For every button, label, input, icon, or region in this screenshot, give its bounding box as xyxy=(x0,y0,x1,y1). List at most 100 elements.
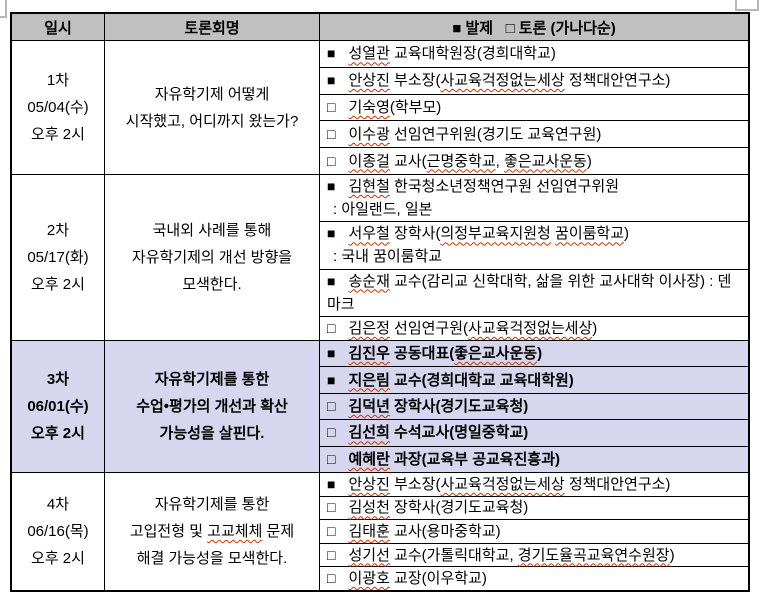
window-edge-artifact-left xyxy=(0,0,7,18)
text-segment: 시작했고, 어디까지 왔는가? xyxy=(125,112,299,130)
discussant-marker-icon: □ xyxy=(327,450,336,467)
discussant-marker-icon: □ xyxy=(327,499,336,516)
misspelled-text: 꿈이룸학교 xyxy=(555,225,625,243)
misspelled-text: 안상진 xyxy=(348,72,390,90)
discussant-marker-icon: □ xyxy=(327,546,336,563)
text-line: □ 김성천 장학사(경기도교육청) xyxy=(320,496,748,519)
text-segment: 장학사(경기도교육청) xyxy=(389,398,529,416)
misspelled-text: 안상진 xyxy=(348,475,390,493)
text-line: □ 성기선 교수(가톨릭대학교, 경기도율곡교육연수원장) xyxy=(320,544,748,567)
title-line: 모색한다. xyxy=(105,271,319,298)
text-segment: ) xyxy=(592,319,598,337)
discussant-marker-icon: □ xyxy=(327,522,336,539)
title-line: 국내외 사례를 통해 xyxy=(105,217,319,244)
text-line: □ 기숙영(학부모) xyxy=(320,96,748,119)
title-line: 수업•평가의 개선과 확산 xyxy=(105,393,319,420)
text-line: ■ 김진우 공동대표(좋은교사운동) xyxy=(320,342,748,365)
text-line: : 국내 꿈이룸학교 xyxy=(320,245,748,268)
session-title-cell: 자유학기제 어떻게 시작했고, 어디까지 왔는가? xyxy=(105,41,320,174)
text-segment: 과장(교육부 공교육진흥과) xyxy=(389,450,561,468)
discussant-marker-icon: □ xyxy=(327,570,336,587)
misspelled-text: 좋은교사운동 xyxy=(454,345,538,363)
speaker-entry: □ 성기선 교수(가톨릭대학교, 경기도율곡교육연수원장) xyxy=(320,544,748,568)
date-line: 오후 2시 xyxy=(31,425,85,442)
date-line: 06/01(수) xyxy=(27,398,89,415)
speaker-entry: □ 이수광 선임연구위원(경기도 교육연구원) xyxy=(320,121,748,149)
text-segment: : 아일랜드, 일본 xyxy=(333,201,433,219)
speaker-entry: ■ 서우철 장학사(의정부교육지원청 꿈이룸학교): 국내 꿈이룸학교 xyxy=(320,222,748,270)
date-line: 오후 2시 xyxy=(31,126,85,143)
misspelled-text: 이종걸 xyxy=(348,152,390,170)
presenter-marker-icon: ■ xyxy=(327,178,336,195)
text-segment: 선임연구원( xyxy=(389,319,469,337)
text-line: □ 김덕년 장학사(경기도교육청) xyxy=(320,395,748,418)
session-title-cell: 자유학기제를 통한 수업•평가의 개선과 확산 가능성을 살핀다. xyxy=(105,341,320,472)
session-speakers-cell: ■ 김현철 한국청소년정책연구원 선임연구위원 : 아일랜드, 일본 ■ 서우철 장학사… xyxy=(320,175,748,340)
text-line: □ 이종걸 교사(근명중학교, 좋은교사운동) xyxy=(320,150,748,173)
text-segment: 수업•평가의 개선과 확산 xyxy=(136,398,288,415)
text-segment: 공동대표( xyxy=(389,345,455,363)
date-line: 05/17(화) xyxy=(27,249,89,266)
text-segment: 해결 가능성을 모색한다. xyxy=(136,550,288,567)
session-rows-container: 1차 05/04(수) 오후 2시 자유학기제 어떻게 시작했고, 어디까지 왔는가? ■… xyxy=(12,40,748,590)
speaker-entry: ■ 안상진 부소장(사교육걱정없는세상 정책대안연구소) xyxy=(320,68,748,95)
session-date-cell: 3차 06/01(수) 오후 2시 xyxy=(12,341,105,472)
text-segment: 교육대학원장(경희대학교) xyxy=(389,45,556,63)
misspelled-text: 지은림 xyxy=(348,371,390,389)
table-header-row: 일시 토론회명 ■ 발제 □ 토론 (가나다순) xyxy=(12,14,748,40)
misspelled-text: 근명중학교 xyxy=(426,152,496,170)
text-segment: 부소장( xyxy=(389,72,441,90)
session-speakers-cell: ■ 김진우 공동대표(좋은교사운동) ■ 지은림 교수(경희대학교 교육대학원) □ 김덕… xyxy=(320,341,748,472)
misspelled-text: 김덕년 xyxy=(348,398,390,416)
title-line: 자유학기제의 개선 방향을 xyxy=(105,244,319,271)
discussant-marker-icon: □ xyxy=(327,125,336,142)
text-segment: 교수(경희대학교 교육대학원) xyxy=(389,371,574,389)
date-line: 3차 xyxy=(46,371,70,388)
session-row-1: 1차 05/04(수) 오후 2시 자유학기제 어떻게 시작했고, 어디까지 왔는가? ■… xyxy=(12,40,748,174)
discussant-marker-icon: □ xyxy=(327,424,336,441)
speaker-entry: ■ 지은림 교수(경희대학교 교육대학원) xyxy=(320,367,748,394)
text-segment: 선임연구위원(경기도 교육연구원) xyxy=(389,125,602,143)
text-segment: ) xyxy=(586,152,592,170)
text-segment: 자유학기제를 통한 xyxy=(154,371,270,388)
text-segment: 한국청소년정책연구원 선임연구위원 xyxy=(389,178,620,196)
text-segment: ) xyxy=(624,225,630,243)
speaker-entry: □ 이광호 교장(이우학교) xyxy=(320,567,748,590)
speaker-entry: ■ 송순재 교수(감리교 신학대학, 삶을 위한 교사대학 이사장) : 덴마크 xyxy=(320,270,748,317)
misspelled-text: 송순재 xyxy=(348,272,390,290)
session-speakers-cell: ■ 성열관 교육대학원장(경희대학교) ■ 안상진 부소장(사교육걱정없는세상 정책대… xyxy=(320,41,748,174)
session-row-4: 4차 06/16(목) 오후 2시 자유학기제를 통한 고입전형 및 고교체체 문제 해결… xyxy=(12,472,748,590)
text-segment: ) xyxy=(537,345,543,363)
presenter-marker-icon: ■ xyxy=(327,272,336,289)
text-segment: 자유학기제의 개선 방향을 xyxy=(131,249,293,266)
text-line: □ 김태훈 교사(용마중학교) xyxy=(320,520,748,543)
text-line: □ 이광호 교장(이우학교) xyxy=(320,567,748,590)
misspelled-text: 사교육걱정없는세상 xyxy=(440,72,565,90)
text-segment: 교수(가톨릭대학교, xyxy=(389,546,518,564)
text-segment: 정책대안연구소) xyxy=(564,72,671,90)
misspelled-text: 김현철 xyxy=(348,178,390,196)
window-edge-artifact-right xyxy=(735,0,759,11)
text-segment: 자유학기제를 통한 xyxy=(154,496,270,513)
text-segment: (학부모) xyxy=(389,98,442,116)
text-segment: 고입전형 및 xyxy=(129,523,208,540)
header-title-column: 토론회명 xyxy=(105,14,320,40)
text-segment: : 국내 꿈이룸학교 xyxy=(333,248,443,266)
misspelled-text: 성열관 xyxy=(348,45,390,63)
text-segment: ) xyxy=(669,546,675,564)
speaker-entry: □ 이종걸 교사(근명중학교, 좋은교사운동) xyxy=(320,148,748,174)
text-line: □ 김선희 수석교사(명일중학교) xyxy=(320,421,748,444)
discussant-marker-icon: □ xyxy=(327,398,336,415)
discussant-marker-icon: □ xyxy=(327,98,336,115)
misspelled-text: 고교체체 xyxy=(207,523,263,540)
session-row-2: 2차 05/17(화) 오후 2시 국내외 사례를 통해 자유학기제의 개선 방향을 모색… xyxy=(12,174,748,340)
session-title-cell: 자유학기제를 통한 고입전형 및 고교체체 문제 해결 가능성을 모색한다. xyxy=(105,473,320,590)
misspelled-text: 성기선 xyxy=(348,546,390,564)
text-segment: 부소장( xyxy=(389,475,441,493)
misspelled-text: 서우철 xyxy=(348,225,390,243)
text-line: □ 김은정 선임연구원(사교육걱정없는세상) xyxy=(320,317,748,340)
text-segment: 교사(용마중학교) xyxy=(389,522,501,540)
misspelled-text: 사교육걱정없는세상 xyxy=(440,475,565,493)
text-segment: 장학사( xyxy=(389,225,441,243)
